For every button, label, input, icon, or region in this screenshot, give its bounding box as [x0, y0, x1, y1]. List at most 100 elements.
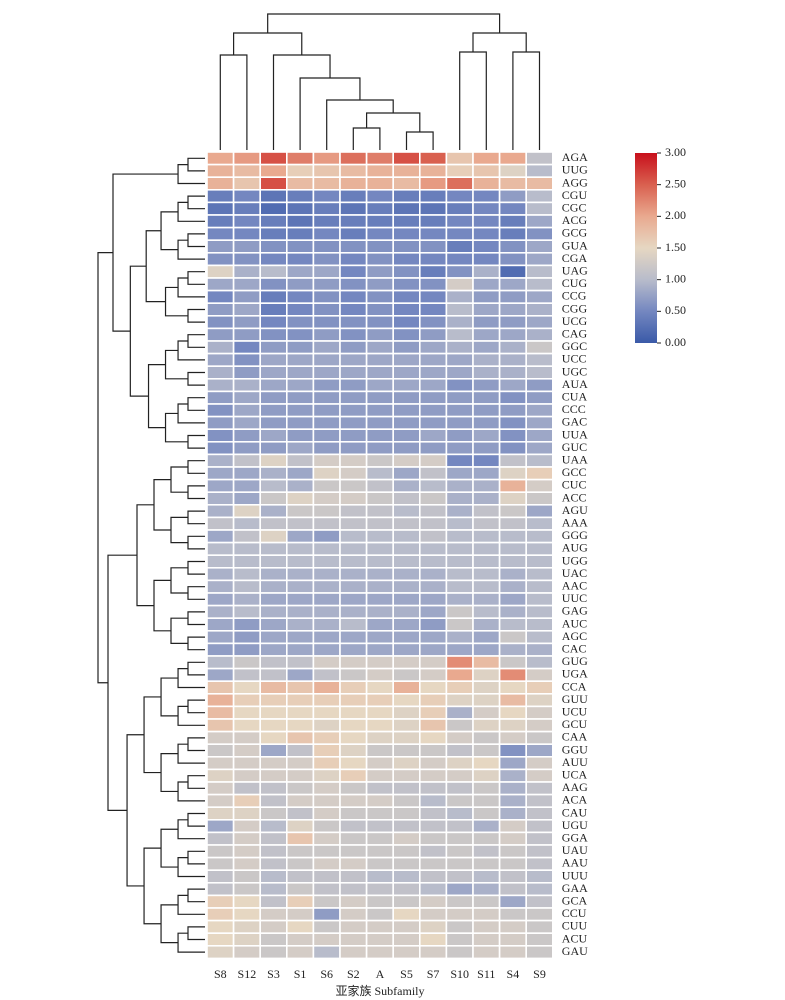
heat-cell: [365, 869, 395, 884]
heat-cell: [418, 440, 448, 456]
heat-cell: [392, 919, 421, 934]
heat-cell: [259, 831, 288, 846]
heat-cell: [339, 768, 368, 783]
heat-cell: [312, 377, 341, 393]
y-tick-label: GCA: [562, 893, 588, 907]
y-tick-label: CGA: [562, 251, 588, 265]
heat-cell: [418, 566, 448, 582]
heat-cell: [418, 264, 448, 279]
heat-cell: [445, 869, 474, 884]
heat-cell: [365, 226, 395, 242]
heat-cell: [498, 390, 528, 405]
heat-cell: [365, 239, 395, 254]
heat-cell: [259, 844, 288, 859]
heat-cell: [259, 289, 288, 305]
y-tick-label: UGG: [562, 553, 588, 567]
heat-cell: [206, 403, 235, 418]
heat-cell: [312, 844, 341, 859]
heat-cell: [498, 617, 528, 632]
heat-cell: [472, 239, 501, 254]
heat-cell: [472, 516, 501, 531]
y-tick-label: GGA: [562, 830, 588, 844]
heat-cell: [206, 642, 235, 657]
heat-cell: [259, 189, 288, 204]
heat-cell: [525, 554, 554, 569]
heat-cell: [418, 327, 448, 342]
heat-cell: [525, 856, 554, 871]
heat-cell: [498, 919, 528, 934]
heat-cell: [392, 541, 421, 556]
heat-cell: [312, 629, 341, 645]
y-tick-label: UAU: [562, 843, 588, 857]
y-tick-label: ACA: [562, 793, 588, 807]
heat-cell: [525, 264, 554, 279]
heat-cell: [312, 642, 341, 657]
heat-cell: [525, 340, 554, 355]
heat-cell: [418, 743, 448, 758]
heat-cell: [232, 680, 262, 695]
heat-cell: [498, 541, 528, 556]
heat-cell: [498, 365, 528, 380]
heat-cell: [339, 907, 368, 922]
heat-cell: [339, 655, 368, 670]
heat-cell: [472, 365, 501, 380]
heat-cell: [498, 768, 528, 783]
heat-cell: [259, 264, 288, 279]
heat-cell: [365, 743, 395, 758]
heat-cell: [472, 491, 501, 506]
heat-cell: [445, 655, 474, 670]
heat-cell: [445, 340, 474, 355]
heat-cell: [392, 415, 421, 431]
y-tick-label: CGG: [562, 301, 588, 315]
heat-cell: [365, 831, 395, 846]
heat-cell: [339, 365, 368, 380]
heat-cell: [472, 881, 501, 897]
heat-cell: [445, 831, 474, 846]
heat-cell: [232, 440, 262, 456]
heat-cell: [339, 289, 368, 305]
heat-cell: [472, 189, 501, 204]
heat-cell: [365, 907, 395, 922]
heat-cell: [498, 176, 528, 191]
heat-cell: [525, 415, 554, 431]
heat-cell: [312, 617, 341, 632]
y-tick-label: GCU: [562, 717, 588, 731]
heat-cell: [206, 692, 235, 708]
heat-cell: [392, 730, 421, 745]
heat-cell: [365, 214, 395, 229]
heat-cell: [259, 516, 288, 531]
heat-cell: [418, 214, 448, 229]
heat-cell: [259, 541, 288, 556]
heat-cell: [392, 692, 421, 708]
heat-cell: [259, 818, 288, 834]
heat-cell: [285, 239, 315, 254]
heat-cell: [365, 844, 395, 859]
heat-cell: [472, 856, 501, 871]
heat-cell: [472, 440, 501, 456]
heat-cell: [392, 503, 421, 519]
heat-cell: [525, 869, 554, 884]
heat-cell: [418, 705, 448, 720]
heat-cell: [312, 604, 341, 619]
heat-cell: [392, 604, 421, 619]
heat-cell: [365, 894, 395, 909]
heat-cell: [339, 642, 368, 657]
heat-cell: [472, 163, 501, 179]
heat-cell: [312, 176, 341, 191]
heat-cell: [418, 655, 448, 670]
heat-cell: [312, 718, 341, 733]
heat-cell: [206, 856, 235, 871]
heat-cell: [525, 365, 554, 380]
heat-cell: [339, 617, 368, 632]
heat-cell: [232, 844, 262, 859]
heat-cell: [392, 239, 421, 254]
heat-cell: [339, 176, 368, 191]
heat-cell: [365, 453, 395, 468]
heat-cell: [232, 642, 262, 657]
heat-cell: [232, 617, 262, 632]
heat-cell: [472, 806, 501, 821]
heat-cell: [418, 692, 448, 708]
heat-cell: [445, 642, 474, 657]
heat-cell: [445, 453, 474, 468]
heat-cell: [285, 667, 315, 682]
